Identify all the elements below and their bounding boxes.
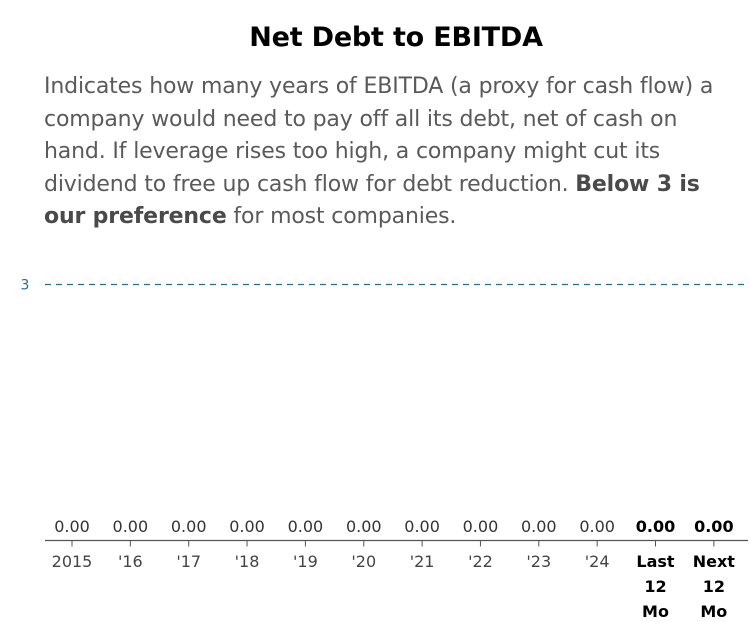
- x-tick-label-3: '18: [235, 552, 260, 571]
- x-tick-label-line: '17: [176, 552, 201, 571]
- x-tick-label-line: '18: [235, 552, 260, 571]
- value-label-7: 0.00: [463, 517, 499, 536]
- x-tick-label-10: Last 12 Mo: [636, 552, 675, 621]
- value-label-4: 0.00: [288, 517, 324, 536]
- chart-description: Indicates how many years of EBITDA (a pr…: [44, 71, 744, 234]
- x-tick-label-1: '16: [118, 552, 143, 571]
- value-label-9: 0.00: [579, 517, 615, 536]
- chart-title: Net Debt to EBITDA: [249, 22, 543, 53]
- x-tick-label-line: '22: [468, 552, 493, 571]
- description-text: Indicates how many years of EBITDA (a pr…: [44, 74, 714, 197]
- x-tick-label-line: '24: [585, 552, 610, 571]
- x-tick-label-line: 2015: [52, 552, 93, 571]
- value-label-8: 0.00: [521, 517, 557, 536]
- value-label-6: 0.00: [404, 517, 440, 536]
- x-tick-label-5: '20: [351, 552, 376, 571]
- x-tick-label-line: 12: [703, 577, 725, 596]
- x-tick-label-4: '19: [293, 552, 318, 571]
- x-tick-label-line: Last: [636, 552, 675, 571]
- x-tick-label-11: Next 12 Mo: [693, 552, 736, 621]
- x-tick-label-line: Mo: [700, 602, 727, 621]
- value-label-2: 0.00: [171, 517, 207, 536]
- x-tick-label-line: '20: [351, 552, 376, 571]
- value-label-10: 0.00: [636, 517, 675, 536]
- value-label-0: 0.00: [54, 517, 90, 536]
- x-tick-label-7: '22: [468, 552, 493, 571]
- x-tick-label-6: '21: [410, 552, 435, 571]
- x-tick-label-line: '19: [293, 552, 318, 571]
- reference-line-label: 3: [21, 278, 30, 294]
- x-tick-label-line: 12: [644, 577, 666, 596]
- x-tick-label-line: Mo: [642, 602, 669, 621]
- description-bold-text: Below 3 is our preference: [44, 171, 700, 230]
- x-tick-label-0: 2015: [52, 552, 93, 571]
- x-tick-label-line: '16: [118, 552, 143, 571]
- description-text-end: for most companies.: [226, 204, 457, 229]
- x-tick-label-9: '24: [585, 552, 610, 571]
- value-label-1: 0.00: [113, 517, 149, 536]
- x-tick-label-line: '23: [526, 552, 551, 571]
- x-tick-label-line: '21: [410, 552, 435, 571]
- x-tick-label-8: '23: [526, 552, 551, 571]
- value-label-11: 0.00: [694, 517, 733, 536]
- x-tick-label-2: '17: [176, 552, 201, 571]
- x-tick-label-line: Next: [693, 552, 736, 571]
- value-label-3: 0.00: [229, 517, 265, 536]
- value-label-5: 0.00: [346, 517, 382, 536]
